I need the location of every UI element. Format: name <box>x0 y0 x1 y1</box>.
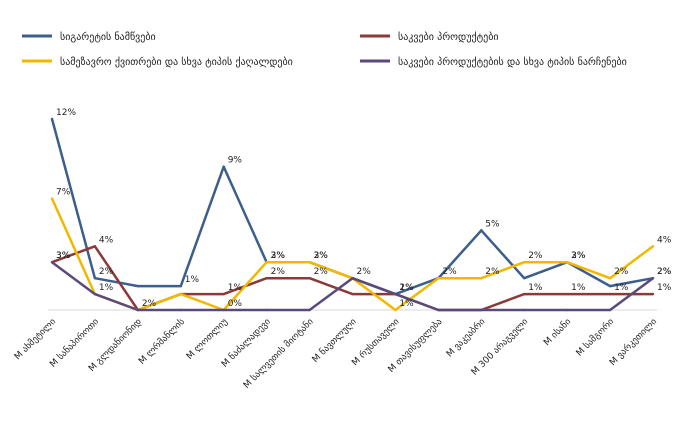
data-label-s2-15: 1% <box>657 283 672 293</box>
data-label-s1-6: 3% <box>271 251 286 261</box>
legend-label-3: სამეზავრო ქვითრები და სხვა ტიპის ქაღალდე… <box>60 56 293 68</box>
data-point-s4-13 <box>565 308 569 312</box>
data-point-s2-15 <box>651 292 655 296</box>
data-point-s2-5 <box>222 292 225 296</box>
x-tick-label-5: M ლოთლიუ <box>185 317 230 362</box>
data-point-s4-8 <box>351 276 354 280</box>
data-point-s2-7 <box>308 276 311 280</box>
data-label-s1-4: 1% <box>185 275 200 285</box>
data-point-s4-15 <box>651 276 655 280</box>
data-label-s3-1: 7% <box>56 188 71 198</box>
data-point-s4-1 <box>50 261 54 264</box>
data-point-s3-13 <box>565 261 569 264</box>
data-point-s4-4 <box>179 308 182 312</box>
data-point-s1-3 <box>136 284 140 288</box>
data-point-s2-8 <box>351 292 354 296</box>
data-point-s4-3 <box>136 308 140 312</box>
data-point-s3-12 <box>523 261 526 264</box>
data-label-s3-6: 2% <box>271 251 286 261</box>
x-tick-label-4: M ლრმანლის <box>136 316 187 367</box>
data-point-s3-11 <box>480 276 483 280</box>
data-point-s2-12 <box>523 292 526 296</box>
data-point-s4-2 <box>93 292 97 296</box>
data-point-s2-6 <box>265 276 268 280</box>
data-point-s2-14 <box>608 292 612 296</box>
data-label-s2-14: 1% <box>614 283 629 293</box>
data-point-s3-4 <box>179 292 182 296</box>
data-label-s3-10: 2% <box>442 267 457 277</box>
data-label-s3-13: 2% <box>571 251 586 261</box>
data-label-s2-13: 1% <box>571 283 586 293</box>
data-point-s1-1 <box>50 117 54 121</box>
data-point-s3-14 <box>608 276 612 280</box>
data-point-s3-6 <box>265 261 268 264</box>
data-label-s1-5: 9% <box>228 156 243 166</box>
data-label-s3-14: 2% <box>614 267 629 277</box>
data-point-s1-2 <box>93 276 97 280</box>
data-label-s1-2: 2% <box>99 267 114 277</box>
legend-label-4: საკვები პროდუქტების და სხვა ტიპის ნარჩენ… <box>398 56 627 68</box>
data-label-s2-9: 1% <box>399 283 414 293</box>
data-label-s3-9: 1% <box>399 299 414 309</box>
data-point-s1-12 <box>523 276 526 280</box>
x-tick-label-1: M ახმეტილი <box>12 316 58 362</box>
data-point-s4-7 <box>308 308 311 312</box>
series-line-1 <box>50 118 654 296</box>
data-point-s4-10 <box>437 308 440 312</box>
data-point-s1-4 <box>179 284 182 288</box>
data-label-s2-2: 4% <box>99 235 114 245</box>
data-point-s3-10 <box>437 276 440 280</box>
data-point-s3-15 <box>651 245 655 248</box>
data-point-s4-11 <box>480 308 483 312</box>
legend-item-2: საკვები პროდუქტები <box>360 31 499 43</box>
data-point-s1-11 <box>480 229 483 232</box>
data-label-s3-5: 0% <box>228 299 243 309</box>
data-label-s1-15: 2% <box>657 267 672 277</box>
x-tick-label-11: M ვაკეაბრი <box>444 316 487 359</box>
x-tick-label-8: M ნავთლუღი <box>310 316 359 365</box>
data-point-s2-13 <box>565 292 569 296</box>
x-tick-label-14: M სამგორი <box>574 316 616 358</box>
data-label-s3-11: 2% <box>485 267 500 277</box>
data-label-s4-1: 3% <box>56 251 71 261</box>
data-point-s4-5 <box>222 308 225 312</box>
data-label-s2-6: 2% <box>271 267 286 277</box>
data-label-s3-3: 2% <box>142 299 157 309</box>
legend-item-4: საკვები პროდუქტების და სხვა ტიპის ნარჩენ… <box>360 56 627 68</box>
data-label-s1-13: 3% <box>571 251 586 261</box>
data-label-s2-12: 1% <box>528 283 543 293</box>
legend-label-2: საკვები პროდუქტები <box>398 31 499 43</box>
data-point-s3-7 <box>308 261 311 264</box>
data-label-s3-2: 1% <box>99 283 114 293</box>
data-label-s2-7: 2% <box>314 267 329 277</box>
data-point-s4-14 <box>608 308 612 312</box>
data-point-s1-5 <box>222 165 225 168</box>
data-label-s4-9: 2% <box>399 283 414 293</box>
data-label-s1-7: 3% <box>314 251 329 261</box>
data-label-s1-1: 12% <box>56 108 76 118</box>
legend-item-3: სამეზავრო ქვითრები და სხვა ტიპის ქაღალდე… <box>22 56 293 68</box>
data-point-s4-9 <box>394 292 397 296</box>
legend-label-1: სიგარეტის ნამწვები <box>60 31 156 43</box>
data-label-s3-12: 2% <box>528 251 543 261</box>
data-point-s3-9 <box>394 308 397 312</box>
legend-item-1: სიგარეტის ნამწვები <box>22 31 156 43</box>
x-tick-label-7: M სალვეთის მიოტანი <box>241 316 316 391</box>
data-point-s1-14 <box>608 284 612 288</box>
data-label-s3-15: 4% <box>657 235 672 245</box>
data-label-s4-15: 2% <box>657 267 672 277</box>
data-label-s3-8: 2% <box>357 267 372 277</box>
data-label-s1-11: 5% <box>485 219 500 229</box>
data-label-s3-7: 2% <box>314 251 329 261</box>
data-label-s2-1: 3% <box>56 251 71 261</box>
data-point-s4-12 <box>523 308 526 312</box>
data-label-s2-5: 1% <box>228 283 243 293</box>
data-point-s4-6 <box>265 308 268 312</box>
x-tick-label-13: M ისანი <box>541 316 573 348</box>
data-point-s3-1 <box>50 197 54 200</box>
data-point-s2-2 <box>93 245 97 248</box>
